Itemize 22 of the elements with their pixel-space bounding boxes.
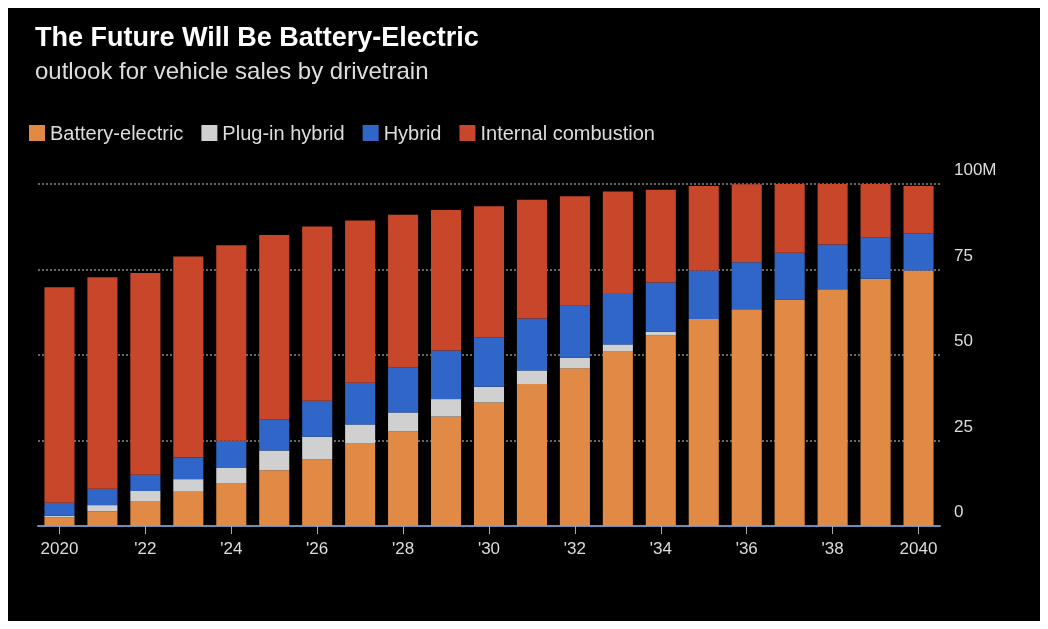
x-tick-label: '32 (563, 539, 586, 558)
y-tick-label: 25 (954, 416, 973, 436)
chart-title: The Future Will Be Battery-Electric (35, 21, 479, 52)
legend-label: Hybrid (383, 122, 442, 144)
legend-label: Internal combustion (480, 122, 655, 144)
y-tick-label: 0 (954, 502, 964, 521)
chart-subtitle: outlook for vehicle sales by drivetrain (35, 56, 429, 84)
x-tick-label: '34 (649, 539, 672, 558)
x-tick-label: '26 (306, 539, 329, 558)
x-tick-label: '24 (220, 539, 243, 558)
y-tick-label: 50 (954, 331, 973, 350)
x-tick-label: '30 (477, 539, 501, 558)
x-tick-label: '36 (735, 539, 758, 558)
x-tick-label: 2020 (40, 539, 79, 558)
x-tick-label: '22 (134, 539, 157, 558)
legend-label: Battery-electric (50, 122, 184, 144)
x-tick-label: '28 (392, 539, 415, 558)
x-tick-label: 2040 (899, 539, 938, 558)
y-tick-label: 75 (954, 245, 973, 265)
y-tick-label: 100M (954, 160, 997, 179)
x-tick-label: '38 (821, 539, 844, 558)
legend-label: Plug-in hybrid (222, 122, 345, 144)
